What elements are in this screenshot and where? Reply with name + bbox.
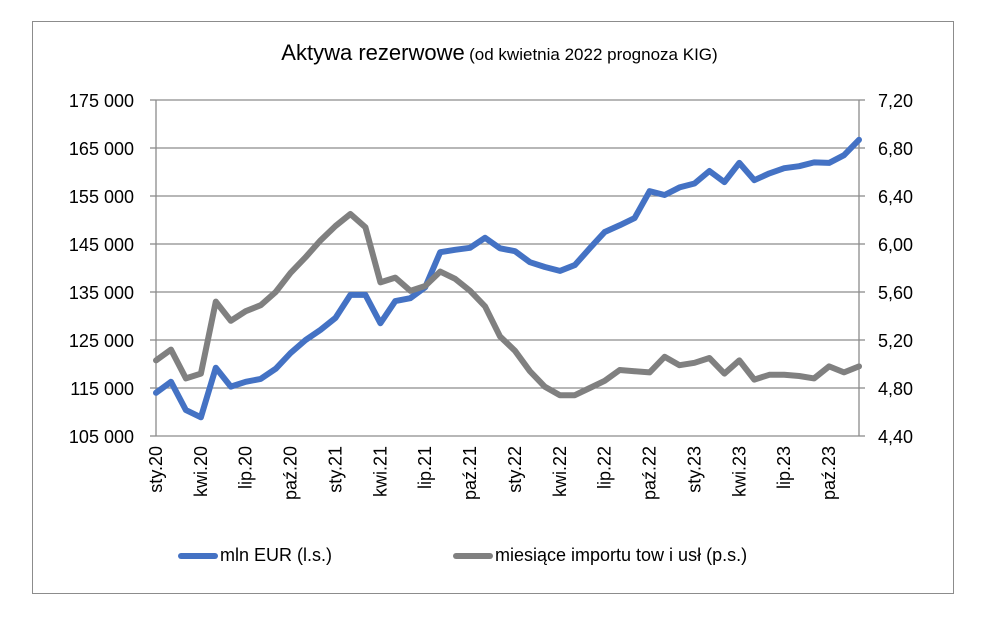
x-tick-label: paź.20 bbox=[281, 446, 301, 500]
y-left-tick-label: 145 000 bbox=[69, 235, 134, 255]
series-line-mln-eur bbox=[153, 136, 862, 421]
y-left-tick-label: 175 000 bbox=[69, 91, 134, 111]
x-axis-ticks: sty.20 kwi.20 lip.20 paź.20 sty.21 kwi.21 lip.… bbox=[146, 446, 839, 500]
y-left-tick-label: 165 000 bbox=[69, 139, 134, 159]
legend: mln EUR (l.s.) miesiące importu tow i us… bbox=[0, 545, 999, 575]
y-right-tick-label: 5,20 bbox=[878, 331, 913, 351]
series-lines bbox=[153, 136, 862, 421]
chart-frame bbox=[32, 21, 954, 594]
x-tick-label: lip.20 bbox=[236, 446, 256, 489]
chart-title: Aktywa rezerwowe (od kwietnia 2022 progn… bbox=[0, 40, 999, 66]
axes bbox=[150, 99, 865, 437]
legend-item-mln-eur: mln EUR (l.s.) bbox=[178, 545, 332, 566]
x-tick-label: sty.22 bbox=[505, 446, 525, 493]
x-tick-label: sty.20 bbox=[146, 446, 166, 493]
y-axis-left-ticks: 105 000 115 000 125 000 135 000 145 000 155 0… bbox=[69, 91, 134, 447]
x-tick-label: sty.21 bbox=[325, 446, 345, 493]
y-axis-right-ticks: 4,40 4,80 5,20 5,60 6,00 6,40 6,80 7,20 bbox=[878, 91, 913, 447]
y-right-tick-label: 6,80 bbox=[878, 139, 913, 159]
y-left-tick-label: 105 000 bbox=[69, 427, 134, 447]
legend-swatch-gray bbox=[453, 552, 493, 559]
x-tick-label: kwi.20 bbox=[191, 446, 211, 497]
x-tick-label: paź.22 bbox=[640, 446, 660, 500]
x-tick-label: lip.23 bbox=[774, 446, 794, 489]
x-tick-label: sty.23 bbox=[684, 446, 704, 493]
series-line-months-import bbox=[153, 211, 862, 399]
legend-item-months-import: miesiące importu tow i usł (p.s.) bbox=[453, 545, 747, 566]
chart-title-sub: (od kwietnia 2022 prognoza KIG) bbox=[469, 45, 718, 64]
y-right-tick-label: 4,40 bbox=[878, 427, 913, 447]
y-right-tick-label: 7,20 bbox=[878, 91, 913, 111]
legend-label: mln EUR (l.s.) bbox=[220, 545, 332, 565]
x-tick-label: kwi.22 bbox=[550, 446, 570, 497]
y-left-tick-label: 115 000 bbox=[70, 379, 134, 399]
x-tick-label: lip.22 bbox=[595, 446, 615, 489]
x-tick-label: paź.21 bbox=[460, 446, 480, 500]
x-tick-label: kwi.23 bbox=[729, 446, 749, 497]
x-tick-label: lip.21 bbox=[415, 446, 435, 489]
gridlines bbox=[156, 99, 859, 437]
legend-swatch-blue bbox=[178, 552, 218, 559]
y-right-tick-label: 6,40 bbox=[878, 187, 913, 207]
y-right-tick-label: 5,60 bbox=[878, 283, 913, 303]
legend-label: miesiące importu tow i usł (p.s.) bbox=[495, 545, 748, 565]
y-right-tick-label: 4,80 bbox=[878, 379, 913, 399]
chart-title-main: Aktywa rezerwowe bbox=[281, 40, 465, 65]
y-left-tick-label: 135 000 bbox=[69, 283, 134, 303]
y-left-tick-label: 125 000 bbox=[69, 331, 134, 351]
x-tick-label: paź.23 bbox=[819, 446, 839, 500]
y-right-tick-label: 6,00 bbox=[878, 235, 913, 255]
y-left-tick-label: 155 000 bbox=[69, 187, 134, 207]
x-tick-label: kwi.21 bbox=[370, 446, 390, 497]
